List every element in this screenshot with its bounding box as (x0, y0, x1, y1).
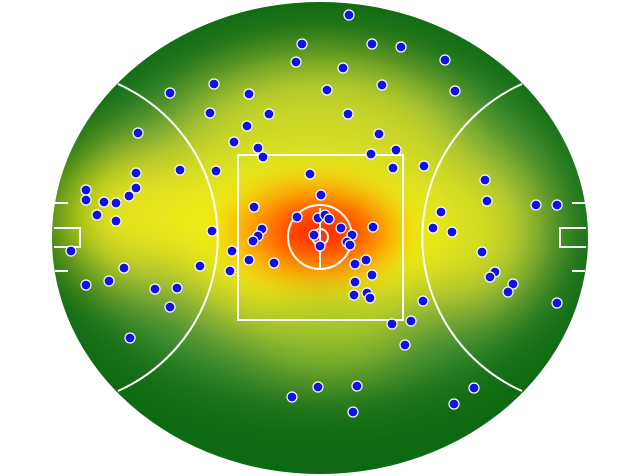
point (130, 167, 142, 179)
point (291, 211, 303, 223)
point (80, 194, 92, 206)
point (365, 148, 377, 160)
point (110, 215, 122, 227)
point (321, 84, 333, 96)
point (194, 260, 206, 272)
point (530, 199, 542, 211)
point (351, 380, 363, 392)
point (228, 136, 240, 148)
point (118, 262, 130, 274)
point (435, 206, 447, 218)
point (208, 78, 220, 90)
point (551, 199, 563, 211)
point (427, 222, 439, 234)
point (399, 339, 411, 351)
point (481, 195, 493, 207)
point (386, 318, 398, 330)
point (241, 120, 253, 132)
field-lines (54, 83, 586, 392)
point (263, 108, 275, 120)
point (476, 246, 488, 258)
point (243, 88, 255, 100)
point (308, 229, 320, 241)
point (507, 278, 519, 290)
point (149, 283, 161, 295)
point (314, 240, 326, 252)
point (376, 79, 388, 91)
point (268, 257, 280, 269)
point (366, 38, 378, 50)
point (484, 271, 496, 283)
point (344, 239, 356, 251)
points (65, 9, 563, 418)
point (468, 382, 480, 394)
point (342, 108, 354, 120)
point (418, 160, 430, 172)
point (65, 245, 77, 257)
point (103, 275, 115, 287)
point (296, 38, 308, 50)
point (446, 226, 458, 238)
point (323, 213, 335, 225)
point (80, 279, 92, 291)
point (174, 164, 186, 176)
point (80, 184, 92, 196)
point (91, 209, 103, 221)
point (405, 315, 417, 327)
point (448, 398, 460, 410)
point (373, 128, 385, 140)
point (252, 142, 264, 154)
point (312, 381, 324, 393)
point (315, 189, 327, 201)
point (164, 301, 176, 313)
point (290, 56, 302, 68)
point (347, 406, 359, 418)
point (360, 254, 372, 266)
point (171, 282, 183, 294)
point (395, 41, 407, 53)
point (449, 85, 461, 97)
point (124, 332, 136, 344)
point (286, 391, 298, 403)
point (204, 107, 216, 119)
point (439, 54, 451, 66)
point (390, 144, 402, 156)
point (226, 245, 238, 257)
point (337, 62, 349, 74)
point (130, 182, 142, 194)
point (343, 9, 355, 21)
point (551, 297, 563, 309)
point (417, 295, 429, 307)
point (502, 286, 514, 298)
point (98, 196, 110, 208)
point (248, 201, 260, 213)
point (132, 127, 144, 139)
point (387, 162, 399, 174)
point (479, 174, 491, 186)
point (348, 289, 360, 301)
point (164, 87, 176, 99)
point (247, 235, 259, 247)
point (335, 222, 347, 234)
point (364, 292, 376, 304)
point (123, 190, 135, 202)
point (366, 269, 378, 281)
point (110, 197, 122, 209)
point (349, 258, 361, 270)
point (243, 254, 255, 266)
point (224, 265, 236, 277)
point (257, 151, 269, 163)
point (349, 276, 361, 288)
point (210, 165, 222, 177)
point (367, 221, 379, 233)
point (304, 168, 316, 180)
point (206, 225, 218, 237)
